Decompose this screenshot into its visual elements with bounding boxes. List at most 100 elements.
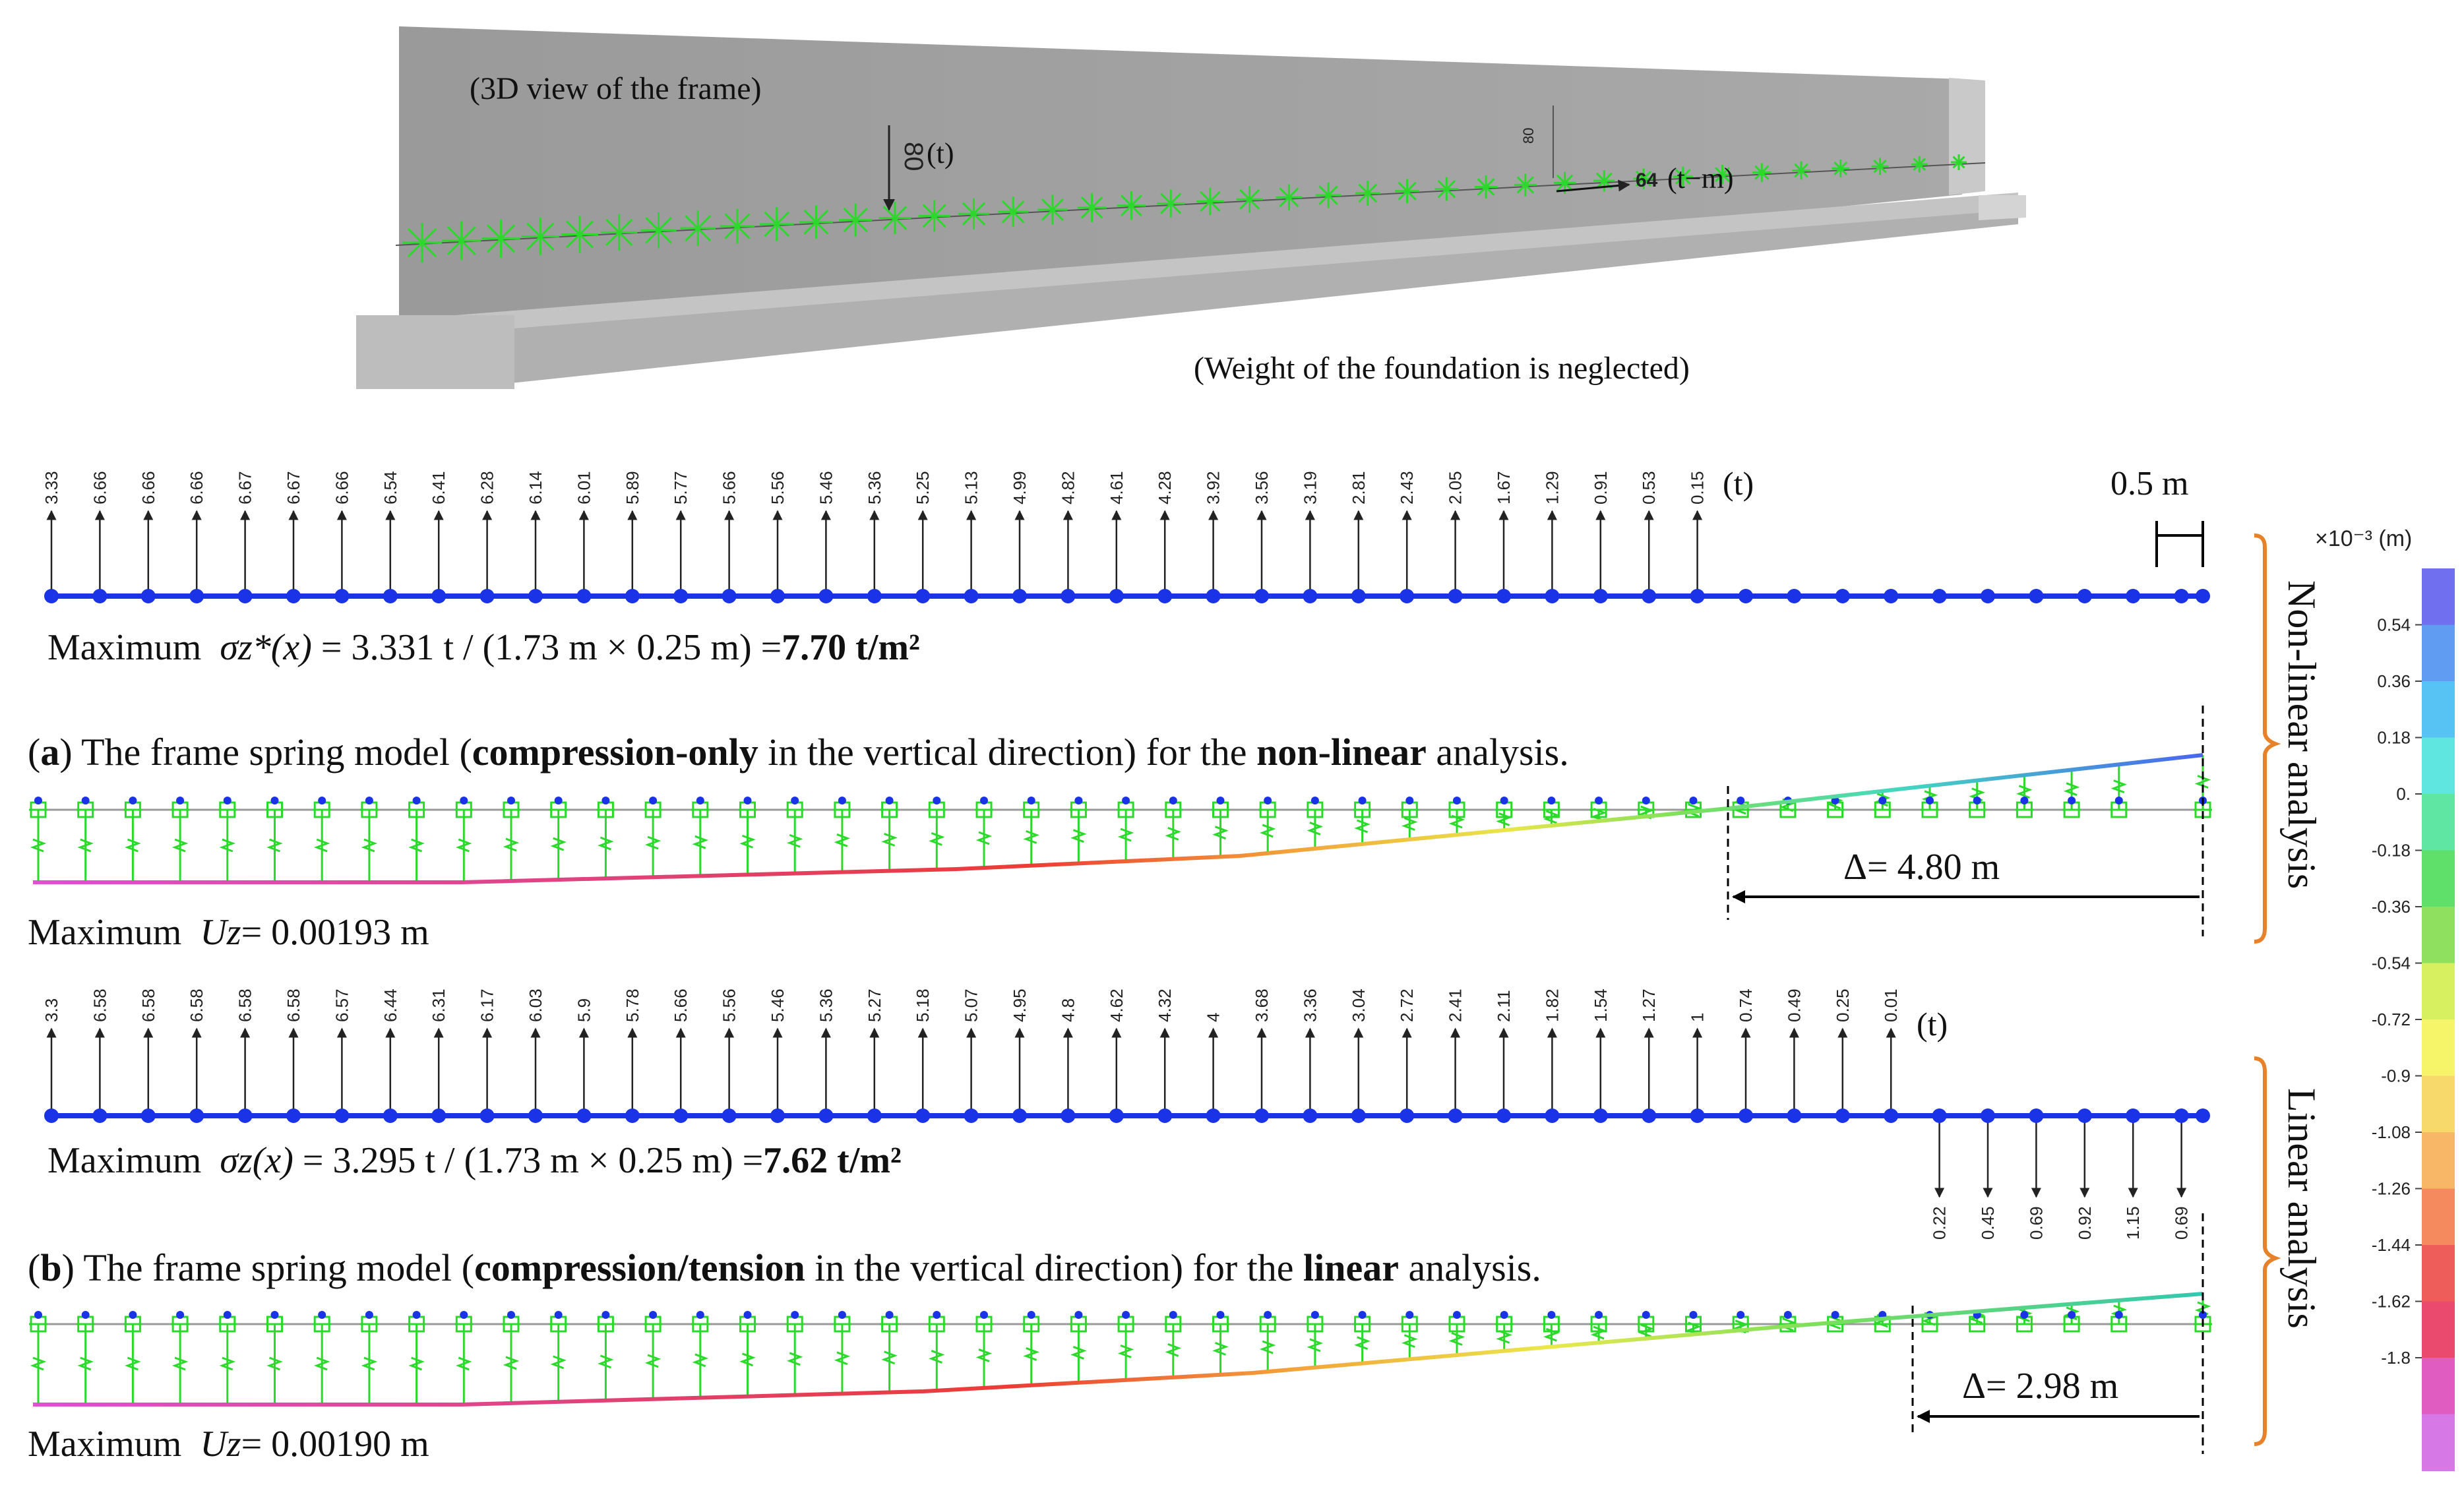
spring-element xyxy=(1163,797,1183,859)
spring-3d-symbol xyxy=(1633,168,1654,189)
spring-3d-stroke xyxy=(1080,197,1103,219)
spring-top-node xyxy=(601,797,610,804)
reaction-value: 3.3 xyxy=(42,998,61,1022)
reaction-value: 4.82 xyxy=(1058,471,1078,504)
beam-node xyxy=(189,589,204,603)
spring-zigzag xyxy=(77,838,94,853)
spring-3d-stroke xyxy=(1635,170,1652,187)
beam-node xyxy=(1400,589,1415,603)
beam-node xyxy=(2077,589,2092,603)
spring-element xyxy=(359,1311,379,1405)
spring-zigzag xyxy=(1212,826,1229,840)
spring-element xyxy=(644,797,663,878)
spring-3d-symbol xyxy=(1156,189,1185,218)
panel-a-reactions: 3.33 6.66 6.66 6.66 6.67 6.67 6.66 6.54 6.41 6.28… xyxy=(28,465,2210,773)
spring-top-node xyxy=(2068,1311,2076,1319)
spring-top-node xyxy=(34,1311,42,1319)
colorbar-tick-label: -1.8 xyxy=(2381,1348,2411,1368)
reaction-value: 5.56 xyxy=(768,471,787,504)
spring-top-node xyxy=(81,1311,90,1319)
spring-element xyxy=(832,797,851,872)
spring-element xyxy=(1921,785,1939,818)
beam-node xyxy=(383,589,398,603)
spring-zigzag xyxy=(266,838,283,853)
spring-element xyxy=(407,1311,426,1405)
spring-top-node xyxy=(980,1311,988,1319)
colorbar-swatch xyxy=(2422,794,2455,851)
beam-node xyxy=(1787,589,1802,603)
reaction-value-down: 0.22 xyxy=(1930,1206,1950,1240)
spring-element xyxy=(1353,1311,1372,1364)
spring-zigzag xyxy=(881,1350,898,1365)
beam-node xyxy=(576,1108,592,1123)
spring-zigzag xyxy=(1165,1343,1182,1357)
beam-node xyxy=(770,589,785,603)
spring-top-node xyxy=(2199,1311,2207,1319)
spring-3d-stroke xyxy=(1873,160,1887,173)
reaction-value: 6.54 xyxy=(381,471,400,504)
spring-zigzag xyxy=(503,1356,520,1370)
spring-element xyxy=(549,1311,568,1402)
reaction-value: 5.07 xyxy=(962,988,981,1022)
colorbar-swatch xyxy=(2422,568,2455,626)
spring-element xyxy=(596,797,615,879)
spring-zigzag xyxy=(1354,1336,1371,1350)
spring-top-node xyxy=(365,797,373,804)
reaction-value: 6.57 xyxy=(332,988,352,1022)
spring-3d-symbol xyxy=(1474,175,1498,199)
colorbar: ×10⁻³ (m) 0.54 0.36 0.18 0. -0.18 -0.36 -0.54 -… xyxy=(2315,526,2455,1471)
spring-zigzag xyxy=(1070,829,1087,843)
spring-element xyxy=(2062,1304,2081,1333)
spring-zigzag xyxy=(456,838,472,853)
spring-element xyxy=(2109,1300,2128,1333)
spring-zigzag xyxy=(125,838,141,853)
beam-node xyxy=(1303,1108,1318,1123)
beam-node xyxy=(2029,589,2044,603)
spring-top-node xyxy=(318,797,326,804)
beam-node xyxy=(1254,1108,1269,1123)
spring-top-node xyxy=(1358,1311,1367,1319)
spring-top-node xyxy=(1642,797,1650,804)
spring-zigzag xyxy=(550,837,567,851)
spring-zigzag xyxy=(1259,1340,1276,1354)
spring-top-node xyxy=(1642,1311,1650,1319)
spring-element xyxy=(1022,1311,1041,1385)
beam-node xyxy=(1400,1108,1415,1123)
reaction-value: 4.62 xyxy=(1107,988,1126,1022)
spring-top-node xyxy=(1595,1311,1603,1319)
spring-element xyxy=(359,797,379,882)
spring-3d-stroke xyxy=(1595,172,1613,189)
colorbar-tick-label: 0.54 xyxy=(2377,615,2411,635)
spring-element xyxy=(975,1311,993,1388)
spring-3d-symbol xyxy=(918,200,950,232)
spring-element xyxy=(1636,1311,1655,1339)
spring-3d-stroke xyxy=(1952,156,1965,169)
spring-zigzag xyxy=(834,833,851,847)
beam-node xyxy=(431,1108,447,1123)
spring-3d-symbol xyxy=(521,218,559,256)
vertical-load-unit: (t) xyxy=(927,137,954,169)
reaction-value: 6.14 xyxy=(526,471,545,504)
beam-node xyxy=(1932,1108,1947,1123)
spring-3d-stroke xyxy=(1239,189,1260,210)
beam-node xyxy=(1254,589,1269,603)
beam-node xyxy=(1109,1108,1124,1123)
spring-top-node xyxy=(1689,1311,1698,1319)
moment-load-unit: (t−m) xyxy=(1667,162,1734,195)
spring-zigzag xyxy=(975,1349,993,1362)
beam-node xyxy=(1835,1108,1850,1123)
beam-node xyxy=(44,589,59,603)
spring-zigzag xyxy=(77,1356,94,1371)
spring-element xyxy=(1400,1311,1419,1360)
spring-top-node xyxy=(791,797,799,804)
spring-top-node xyxy=(1973,797,1981,804)
panel-b-springs xyxy=(29,1294,2212,1405)
colorbar-tick-label: 0. xyxy=(2396,784,2411,804)
reaction-value: 6.17 xyxy=(477,988,497,1022)
spring-element xyxy=(218,1311,237,1405)
spring-3d-symbol xyxy=(878,202,911,234)
colorbar-tick-label: -1.08 xyxy=(2372,1122,2411,1142)
spring-element xyxy=(1684,1311,1703,1336)
spring-zigzag xyxy=(1401,1334,1418,1349)
reaction-value: 3.36 xyxy=(1300,988,1320,1022)
